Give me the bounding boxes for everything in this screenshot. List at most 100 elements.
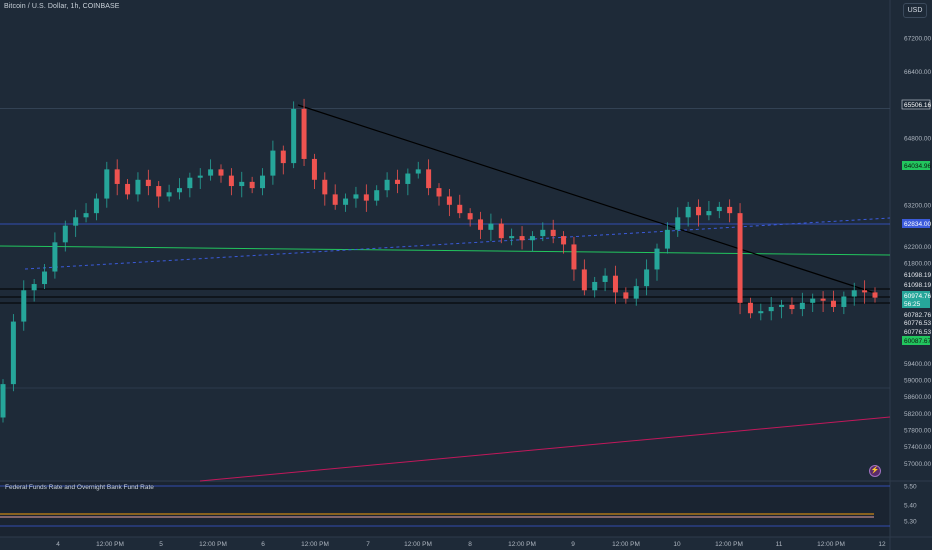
candle-body[interactable] — [799, 302, 805, 310]
candle-body[interactable] — [685, 206, 691, 218]
candle-body[interactable] — [218, 169, 224, 176]
candle-body[interactable] — [841, 296, 847, 307]
candle-body[interactable] — [529, 236, 535, 241]
candle-body[interactable] — [737, 213, 743, 303]
candle-body[interactable] — [239, 181, 245, 187]
candle-body[interactable] — [509, 236, 515, 239]
candle-body[interactable] — [166, 192, 172, 197]
candle-body[interactable] — [862, 290, 868, 293]
candle-body[interactable] — [301, 108, 307, 159]
candle-body[interactable] — [561, 236, 567, 245]
candle-body[interactable] — [31, 284, 37, 291]
candle-body[interactable] — [592, 281, 598, 291]
candle-body[interactable] — [135, 179, 141, 195]
candle-body[interactable] — [291, 108, 297, 164]
candle-body[interactable] — [727, 206, 733, 214]
candle-body[interactable] — [394, 179, 400, 184]
candle-body[interactable] — [571, 244, 577, 270]
candle-body[interactable] — [125, 183, 131, 195]
price-label: 60974.76 — [904, 293, 931, 300]
candle-body[interactable] — [374, 190, 380, 201]
candle-body[interactable] — [851, 290, 857, 297]
candle-body[interactable] — [675, 217, 681, 230]
candle-body[interactable] — [581, 269, 587, 291]
candle-body[interactable] — [664, 229, 670, 249]
candle-body[interactable] — [415, 169, 421, 174]
candle-body[interactable] — [280, 150, 286, 164]
candle-body[interactable] — [176, 188, 182, 193]
candle-body[interactable] — [550, 229, 556, 237]
candle-body[interactable] — [758, 311, 764, 314]
candle-body[interactable] — [540, 229, 546, 237]
candle-body[interactable] — [654, 248, 660, 270]
candle-body[interactable] — [706, 211, 712, 216]
candle-body[interactable] — [872, 292, 878, 298]
candle-body[interactable] — [696, 206, 702, 216]
candle-body[interactable] — [384, 179, 390, 191]
candle-body[interactable] — [42, 271, 48, 285]
candle-body[interactable] — [21, 290, 27, 322]
candle-body[interactable] — [457, 204, 463, 214]
candle-body[interactable] — [426, 169, 432, 189]
candle-body[interactable] — [52, 242, 58, 272]
candle-body[interactable] — [779, 304, 785, 307]
candle-body[interactable] — [488, 223, 494, 230]
candle-body[interactable] — [156, 186, 162, 197]
green-trend-line — [0, 245, 891, 256]
candle-body[interactable] — [498, 223, 504, 239]
price-axis-tick: 66400.00 — [904, 69, 931, 76]
price-label-box — [902, 318, 930, 327]
candle-body[interactable] — [322, 179, 328, 195]
candle-body[interactable] — [228, 175, 234, 187]
candle-body[interactable] — [633, 286, 639, 299]
candle-body[interactable] — [623, 292, 629, 299]
candle-body[interactable] — [104, 169, 110, 199]
alert-icon[interactable]: ⚡ — [869, 465, 881, 477]
candle-body[interactable] — [10, 321, 16, 385]
candle-body[interactable] — [810, 298, 816, 303]
candle-body[interactable] — [436, 188, 442, 197]
candle-body[interactable] — [716, 206, 722, 212]
candle-body[interactable] — [747, 302, 753, 314]
time-axis-label: 10 — [673, 541, 681, 548]
candle-body[interactable] — [467, 213, 473, 220]
candle-body[interactable] — [311, 158, 317, 180]
time-axis-label: 12 — [878, 541, 886, 548]
currency-button[interactable]: USD — [903, 3, 927, 18]
candle-body[interactable] — [270, 150, 276, 176]
candle-body[interactable] — [260, 175, 266, 189]
candle-body[interactable] — [145, 179, 151, 187]
candle-body[interactable] — [332, 194, 338, 205]
time-axis-label: 12:00 PM — [612, 541, 640, 548]
candle-body[interactable] — [73, 217, 79, 226]
indicator-axis-tick: 5.40 — [904, 503, 917, 510]
candle-body[interactable] — [446, 196, 452, 205]
candle-body[interactable] — [519, 236, 525, 241]
candle-body[interactable] — [114, 169, 120, 184]
candle-body[interactable] — [353, 194, 359, 199]
candle-body[interactable] — [249, 181, 255, 189]
candle-body[interactable] — [602, 275, 608, 282]
candle-body[interactable] — [478, 219, 484, 230]
candle-body[interactable] — [343, 198, 349, 205]
price-label-box — [902, 219, 930, 228]
candle-body[interactable] — [830, 300, 836, 307]
candle-body[interactable] — [187, 177, 193, 189]
candle-body[interactable] — [820, 298, 826, 301]
candle-body[interactable] — [62, 225, 68, 243]
price-axis-tick: 62200.00 — [904, 244, 931, 251]
candle-body[interactable] — [208, 169, 214, 176]
candle-body[interactable] — [83, 213, 89, 218]
candle-body[interactable] — [644, 269, 650, 287]
candle-body[interactable] — [612, 275, 618, 293]
candle-body[interactable] — [405, 173, 411, 184]
candle-body[interactable] — [363, 194, 369, 201]
price-label: 56:25 — [904, 301, 921, 308]
candle-body[interactable] — [197, 175, 203, 178]
candle-body[interactable] — [0, 384, 6, 418]
candle-body[interactable] — [789, 304, 795, 310]
candle-body[interactable] — [768, 306, 774, 312]
time-axis-label: 12:00 PM — [508, 541, 536, 548]
candle-body[interactable] — [93, 198, 99, 214]
